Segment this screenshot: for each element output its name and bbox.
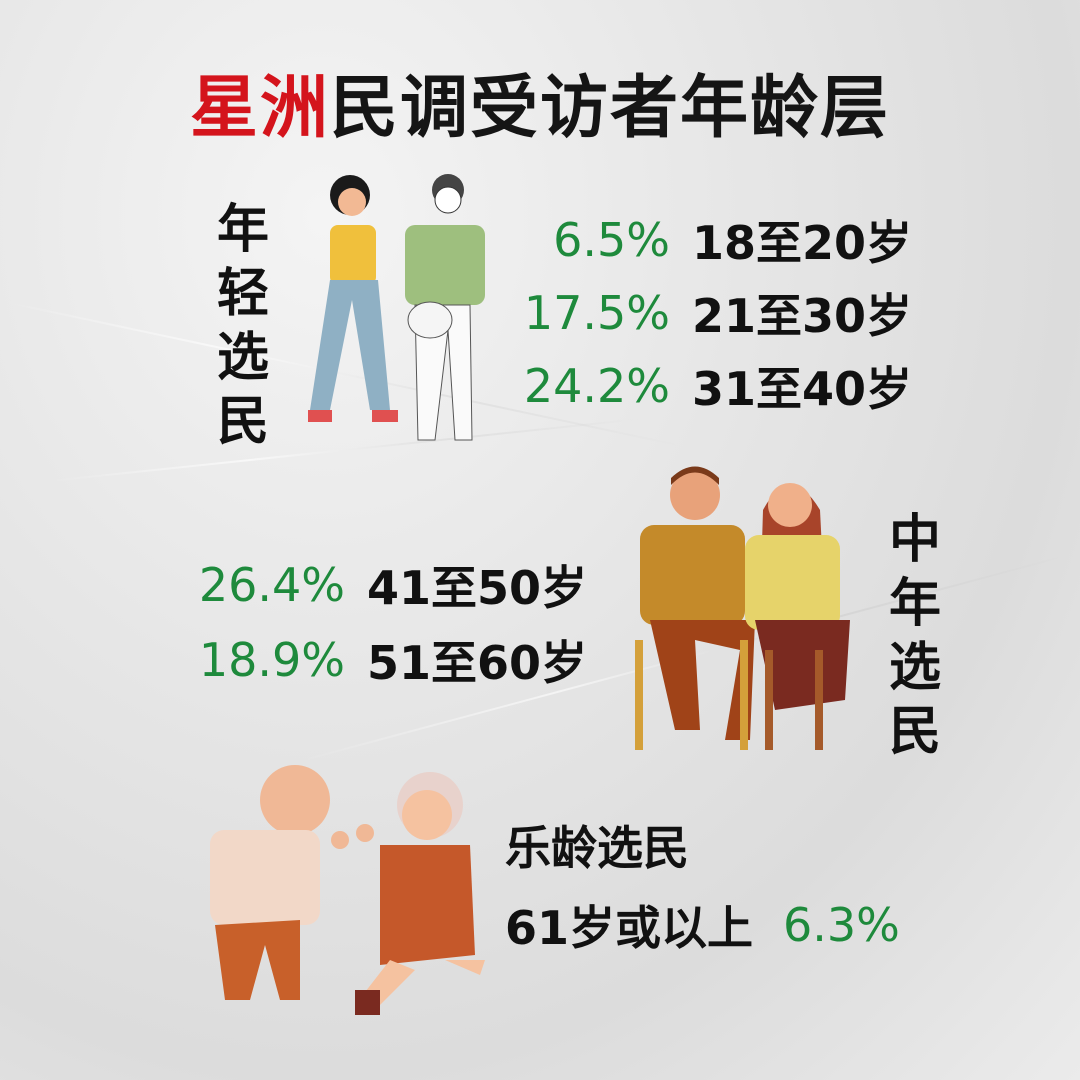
group-label-middle: 中年选民 xyxy=(888,509,941,762)
title-highlight: 星洲 xyxy=(189,68,330,148)
middle-aged-couple-illustration xyxy=(635,466,850,750)
senior-couple-illustration xyxy=(210,765,485,1015)
percent: 26.4% xyxy=(198,558,345,612)
percent: 24.2% xyxy=(523,359,670,413)
percent: 17.5% xyxy=(523,286,670,340)
row-51-60: 18.9% 51至60岁 xyxy=(155,630,587,690)
group-label-senior: 乐龄选民 xyxy=(505,821,689,875)
row-18-20: 6.5% 18至20岁 xyxy=(480,210,912,270)
percent: 6.3% xyxy=(783,898,900,952)
age-label: 61岁或以上 xyxy=(505,901,754,955)
age-label: 41至50岁 xyxy=(367,561,588,615)
age-label: 18至20岁 xyxy=(692,216,913,270)
row-41-50: 26.4% 41至50岁 xyxy=(155,555,587,615)
age-label: 21至30岁 xyxy=(692,289,913,343)
page-title: 星洲民调受访者年龄层 xyxy=(0,52,1080,151)
row-61-plus: 61岁或以上 6.3% xyxy=(505,895,900,955)
group-label-young: 年轻选民 xyxy=(216,199,269,452)
row-21-30: 17.5% 21至30岁 xyxy=(480,283,912,343)
title-rest: 民调受访者年龄层 xyxy=(330,68,891,148)
young-people-illustration xyxy=(308,174,485,441)
percent: 18.9% xyxy=(198,633,345,687)
age-label: 51至60岁 xyxy=(367,636,588,690)
age-label: 31至40岁 xyxy=(692,362,913,416)
percent: 6.5% xyxy=(553,213,670,267)
row-31-40: 24.2% 31至40岁 xyxy=(480,356,912,416)
